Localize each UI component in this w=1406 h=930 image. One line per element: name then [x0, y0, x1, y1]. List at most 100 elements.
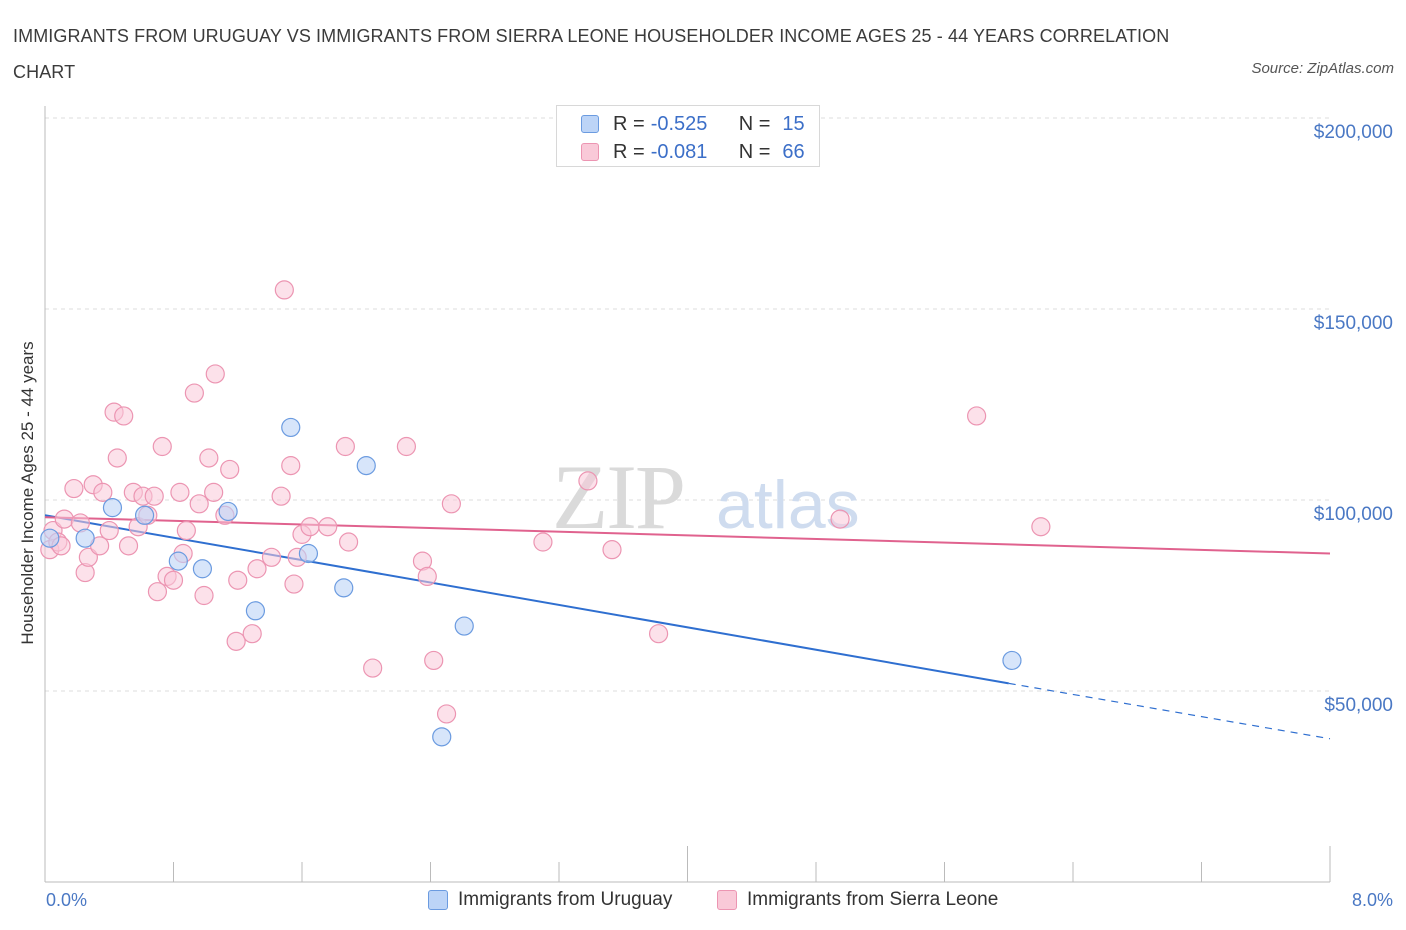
sierra-leone-point: [335, 436, 355, 457]
y-tick-label: $150,000: [1313, 313, 1393, 334]
sierra-leone-point: [436, 704, 457, 724]
sierra-leone-point: [228, 570, 248, 590]
uruguay-point: [102, 498, 123, 518]
uruguay-point: [1002, 650, 1022, 671]
y-tick-label: $200,000: [1313, 122, 1393, 143]
sierra-leone-point: [396, 436, 417, 457]
uruguay-point: [168, 551, 188, 571]
legend-item-uruguay: Immigrants from Uruguay: [428, 889, 672, 911]
sierra-leone-point: [648, 624, 669, 644]
n-label: N =: [738, 140, 771, 163]
sierra-leone-point: [93, 482, 113, 502]
uruguay-point: [454, 616, 474, 636]
sierra-leone-point: [118, 536, 139, 556]
uruguay-point: [218, 501, 238, 522]
sierra-leone-point: [424, 650, 444, 671]
uruguay-point: [245, 601, 266, 621]
sierra-leone-point: [170, 482, 190, 502]
sierra-leone-legend-label: Immigrants from Sierra Leone: [747, 889, 999, 910]
sierra-leone-point: [64, 478, 84, 499]
axes: [44, 106, 1331, 883]
legend-item-sierra-leone: Immigrants from Sierra Leone: [717, 889, 998, 911]
y-tick-label: $100,000: [1313, 504, 1393, 525]
sierra-leone-point: [189, 494, 209, 514]
uruguay-swatch: [581, 115, 599, 133]
sierra-leone-point: [271, 486, 291, 506]
sierra-leone-point: [602, 540, 622, 560]
sierra-leone-point: [318, 517, 338, 537]
x-tick-max: 8.0%: [1351, 890, 1393, 910]
sierra-leone-point: [205, 364, 225, 384]
sierra-leone-point: [1031, 517, 1051, 537]
legend-row-sierra-leone: R = -0.081 N = 66: [581, 138, 805, 166]
uruguay-point: [334, 578, 354, 598]
sierra-leone-point: [300, 517, 320, 537]
y-axis-label: Householder Income Ages 25 - 44 years: [18, 341, 37, 645]
uruguay-point: [134, 505, 155, 525]
uruguay-legend-label: Immigrants from Uruguay: [458, 889, 673, 910]
uruguay-point: [432, 727, 452, 747]
sierra-leone-point: [107, 448, 127, 468]
sierra-leone-point: [533, 532, 553, 552]
sierra-leone-point: [99, 520, 119, 541]
y-tick-label: $50,000: [1324, 695, 1393, 716]
uruguay-legend-swatch: [428, 890, 448, 910]
r-value: -0.525: [650, 112, 708, 135]
sierra-leone-point: [78, 547, 98, 567]
sierra-leone-point: [967, 406, 987, 426]
r-value: -0.081: [650, 140, 708, 163]
sierra-leone-point: [261, 547, 282, 567]
uruguay-trend-line: [44, 514, 1009, 685]
sierra-leone-point: [152, 436, 172, 457]
r-label: R =: [613, 112, 645, 135]
sierra-leone-point: [281, 456, 301, 476]
sierra-leone-point: [199, 448, 219, 468]
legend-row-uruguay: R = -0.525 N = 15: [581, 110, 805, 138]
data-points: [40, 280, 1051, 747]
sierra-leone-point: [220, 459, 240, 480]
sierra-leone-point: [194, 585, 214, 606]
x-tick-min: 0.0%: [46, 890, 88, 910]
sierra-leone-point: [184, 383, 204, 403]
uruguay-point: [281, 417, 301, 438]
sierra-leone-point: [830, 509, 850, 529]
sierra-leone-point: [242, 624, 262, 644]
n-label: N =: [738, 112, 771, 135]
r-label: R =: [613, 140, 645, 163]
uruguay-point: [192, 559, 213, 579]
sierra-leone-point: [284, 574, 304, 594]
sierra-leone-point: [247, 559, 267, 579]
sierra-leone-point: [147, 582, 168, 602]
watermark: ZIP atlas: [552, 446, 860, 548]
uruguay-point: [356, 456, 376, 476]
sierra-leone-point: [363, 658, 383, 678]
chart-title: IMMIGRANTS FROM URUGUAY VS IMMIGRANTS FR…: [13, 26, 1170, 82]
sierra-leone-point: [226, 631, 246, 651]
n-value: 66: [782, 140, 805, 163]
sierra-leone-point: [144, 486, 164, 506]
sierra-leone-point: [578, 471, 598, 491]
sierra-leone-point: [54, 509, 74, 529]
sierra-leone-swatch: [581, 143, 599, 161]
trend-lines: [44, 514, 1331, 740]
source-label: Source: ZipAtlas.com: [1251, 60, 1394, 77]
uruguay-point: [298, 543, 319, 564]
sierra-leone-point: [441, 494, 461, 514]
watermark-atlas: atlas: [716, 467, 860, 543]
sierra-leone-point: [274, 280, 294, 300]
sierra-leone-legend-swatch: [717, 890, 737, 910]
uruguay-point: [40, 528, 60, 548]
sierra-leone-point: [163, 570, 184, 590]
grid-lines: [45, 117, 1330, 692]
watermark-zip: ZIP: [552, 446, 684, 548]
sierra-leone-point: [114, 406, 134, 426]
sierra-leone-point: [417, 566, 437, 587]
sierra-leone-trend-line: [44, 516, 1331, 555]
n-value: 15: [782, 112, 805, 135]
uruguay-point: [75, 528, 95, 548]
uruguay-trend-extension: [1008, 682, 1331, 740]
correlation-legend: R = -0.525 N = 15 R = -0.081 N = 66: [556, 105, 820, 167]
sierra-leone-point: [338, 532, 359, 552]
sierra-leone-point: [176, 520, 196, 541]
